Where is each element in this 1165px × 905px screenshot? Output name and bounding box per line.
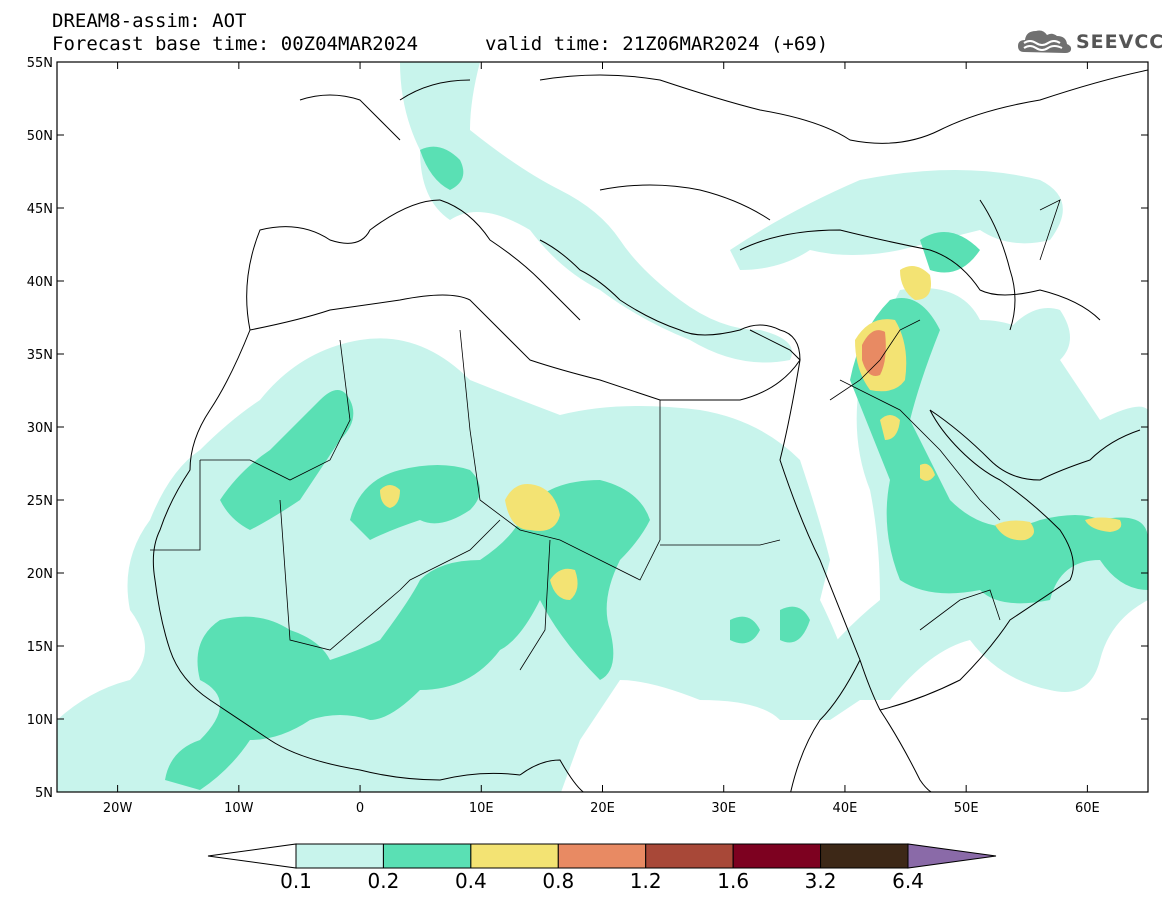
colorbar-segment [645,843,734,869]
lon-tick-label: 30E [711,801,736,816]
lon-tick-label: 60E [1075,801,1100,816]
lat-tick-label: 20N [27,567,53,582]
cloud-icon [1018,30,1072,53]
colorbar-label: 1.6 [717,869,749,893]
colorbar-under-triangle [207,843,297,869]
aot-field-0.4 [380,266,1122,600]
lat-tick-label: 50N [27,129,53,144]
colorbar-label: 1.2 [630,869,662,893]
colorbar-segment [557,843,647,869]
aot-field-0.8 [862,330,886,376]
coastlines [152,69,1148,792]
colorbar-segment [295,843,384,869]
colorbar-label: 0.8 [542,869,574,893]
colorbar-label: 0.1 [280,869,312,893]
colorbar-segment [820,843,909,869]
lat-tick-label: 10N [27,713,53,728]
map-title: DREAM8-assim: AOT [52,10,247,32]
lat-tick-label: 5N [35,786,53,801]
lat-tick-label: 35N [27,348,53,363]
colorbar-segment [470,843,559,869]
lat-tick-label: 45N [27,202,53,217]
lon-tick-label: 10W [224,801,254,816]
forecast-base-time: Forecast base time: 00Z04MAR2024 [52,33,419,55]
colorbar-label: 0.4 [455,869,487,893]
lat-tick-label: 15N [27,640,53,655]
country-borders [150,199,1061,671]
lon-tick-label: 20W [103,801,133,816]
lat-tick-label: 25N [27,494,53,509]
seevccc-logo: SEEVCCC [1016,24,1165,58]
lon-tick-label: 50E [954,801,979,816]
lat-tick-label: 55N [27,56,53,71]
lon-tick-label: 20E [590,801,615,816]
lat-tick-label: 30N [27,421,53,436]
lon-tick-label: 10E [469,801,494,816]
colorbar: 0.1 0.2 0.4 0.8 1.2 1.6 3.2 6.4 [207,843,997,893]
colorbar-segment [382,843,472,869]
lat-tick-label: 40N [27,275,53,290]
colorbar-segment [732,843,822,869]
valid-time: valid time: 21Z06MAR2024 (+69) [485,33,829,55]
colorbar-label: 0.2 [368,869,400,893]
colorbar-label: 6.4 [892,869,924,893]
colorbar-over-triangle [907,843,997,869]
lon-tick-label: 40E [833,801,858,816]
aot-field-0.2 [165,146,1148,790]
logo-text: SEEVCCC [1076,31,1165,53]
colorbar-label: 3.2 [805,869,837,893]
lon-axis: 20W 10W 0 10E 20E 30E 40E 50E 60E [103,62,1100,816]
lon-tick-label: 0 [356,801,364,816]
lat-axis: 55N 50N 45N 40N 35N 30N 25N 20N 15N 10N 5N [27,56,1148,801]
